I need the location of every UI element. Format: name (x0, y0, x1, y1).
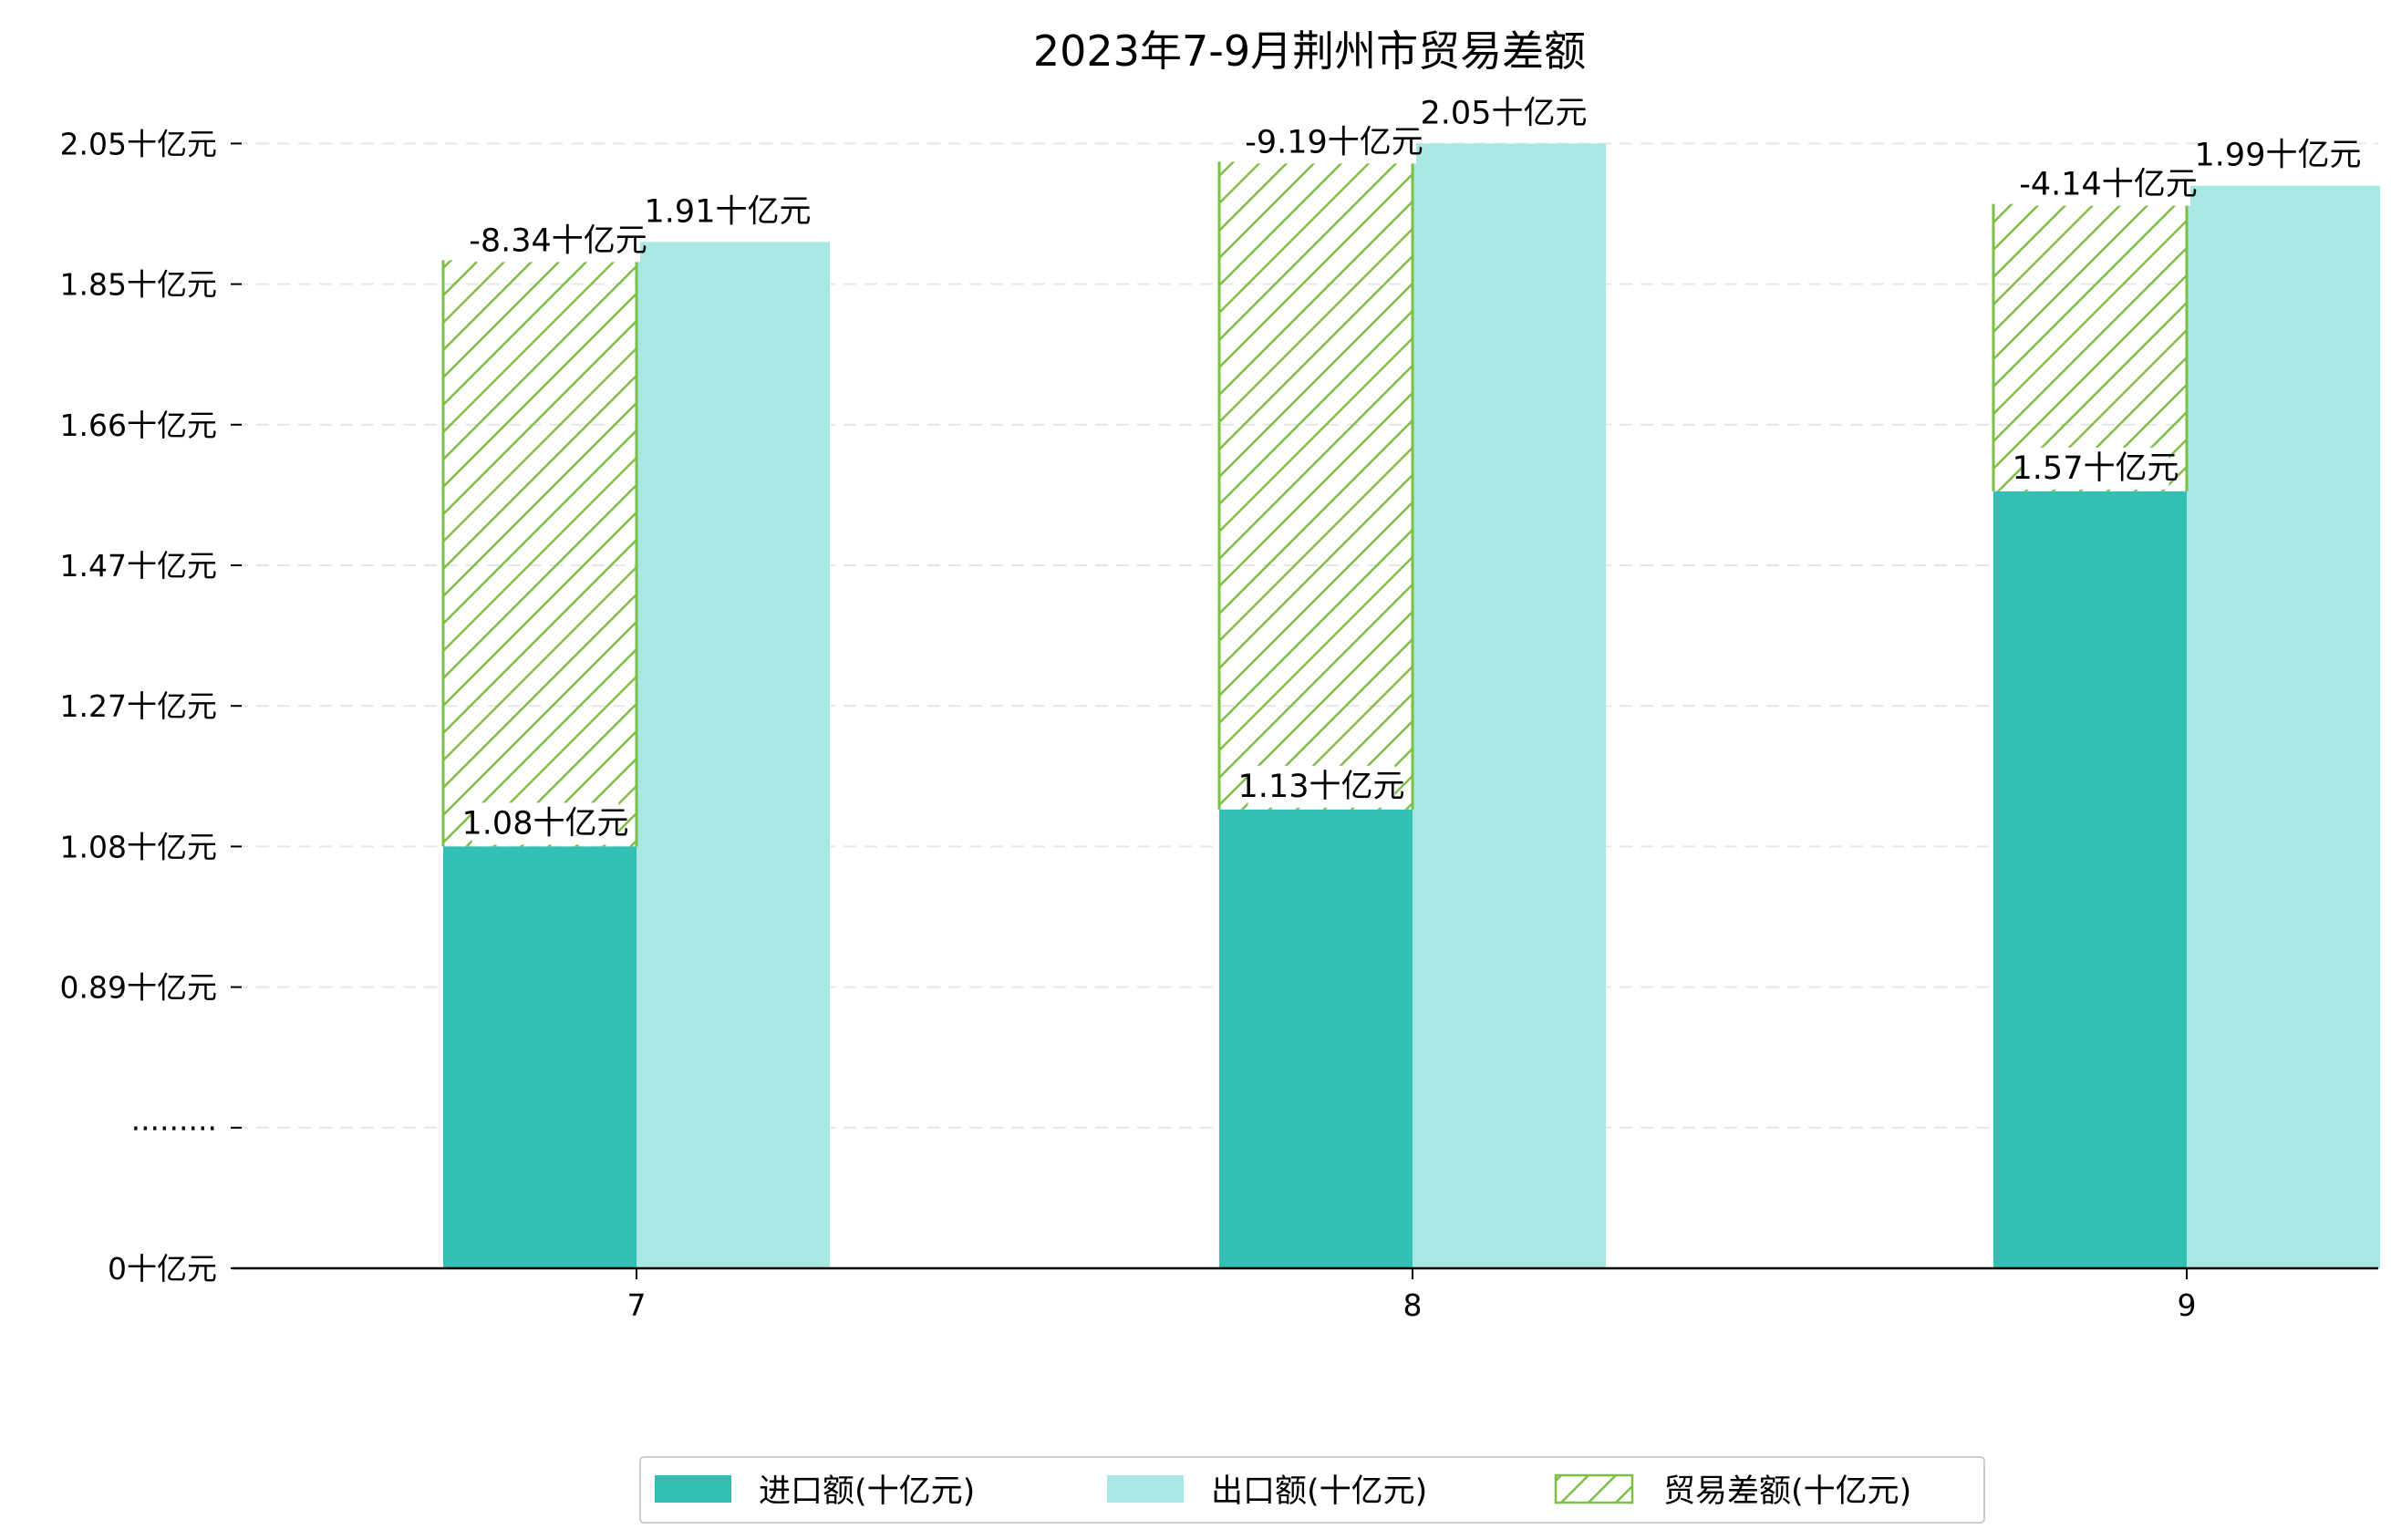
y-tick-label: 1.66十亿元 (60, 408, 217, 443)
y-tick-label: 1.47十亿元 (60, 548, 217, 584)
label-export-bg (654, 191, 802, 233)
bar-export (1413, 143, 1606, 1268)
label-export: 1.99十亿元 (2195, 138, 2362, 174)
label-balance: -8.34十亿元 (469, 222, 647, 259)
label-import: 1.13十亿元 (1238, 769, 1405, 805)
label-export-bg (2204, 134, 2352, 177)
data-labels: 1.08十亿元 1.91十亿元-8.34十亿元 1.13十亿元 2.05十亿元-9.1… (462, 92, 2362, 845)
y-tick-label: 2.05十亿元 (60, 126, 217, 161)
bar-import (443, 846, 637, 1268)
legend-label-balance: 贸易差额(十亿元) (1663, 1473, 1911, 1510)
y-axis: 0十亿元 ········· 0.89十亿元 1.08十亿元 1.27十亿元 1.47十亿… (60, 126, 242, 1287)
label-import-bg (1247, 765, 1395, 808)
label-export: 1.91十亿元 (645, 193, 812, 230)
label-export-bg (1430, 92, 1578, 135)
label-balance-bg (476, 220, 640, 263)
legend-swatch-export (1107, 1475, 1184, 1503)
x-tick-label: 7 (627, 1287, 647, 1323)
chart-title: 2023年7-9月荆州市贸易差额 (1033, 26, 1586, 76)
legend-box (639, 1456, 1985, 1524)
label-balance: -4.14十亿元 (2019, 167, 2198, 203)
bar-export (2187, 185, 2380, 1268)
x-tick-label: 8 (1403, 1287, 1423, 1323)
y-tick-label: 1.85十亿元 (60, 267, 217, 303)
bar-balance (443, 260, 637, 847)
legend-label-import: 进口额(十亿元) (759, 1473, 975, 1510)
label-import-bg (2022, 447, 2169, 490)
legend-swatch-balance (1554, 1473, 1634, 1504)
legend-swatch-import (655, 1475, 731, 1503)
y-tick-label: 0.89十亿元 (60, 970, 217, 1006)
bar-balance (1219, 161, 1413, 810)
y-tick-label: ········· (131, 1111, 217, 1146)
label-import-bg (471, 802, 619, 845)
label-import: 1.08十亿元 (462, 805, 629, 842)
bar-export (637, 242, 830, 1269)
y-tick-label: 1.08十亿元 (60, 829, 217, 864)
legend: 进口额(十亿元) 出口额(十亿元) 贸易差额(十亿元) (639, 1456, 1985, 1524)
label-balance: -9.19十亿元 (1245, 124, 1423, 160)
x-axis: 7 8 9 (627, 1268, 2197, 1323)
label-balance-bg (2026, 163, 2190, 206)
label-balance-bg (1252, 121, 1416, 164)
bar-import (1993, 491, 2187, 1268)
y-tick-label: 0十亿元 (108, 1251, 217, 1287)
bar-balance (1993, 203, 2187, 491)
y-tick-label: 1.27十亿元 (60, 688, 217, 724)
x-tick-label: 9 (2178, 1287, 2197, 1323)
bar-import (1219, 809, 1413, 1268)
bars (441, 143, 2380, 1269)
label-import: 1.57十亿元 (2013, 450, 2179, 487)
label-export: 2.05十亿元 (1421, 95, 1588, 131)
legend-label-export: 出口额(十亿元) (1211, 1473, 1427, 1510)
